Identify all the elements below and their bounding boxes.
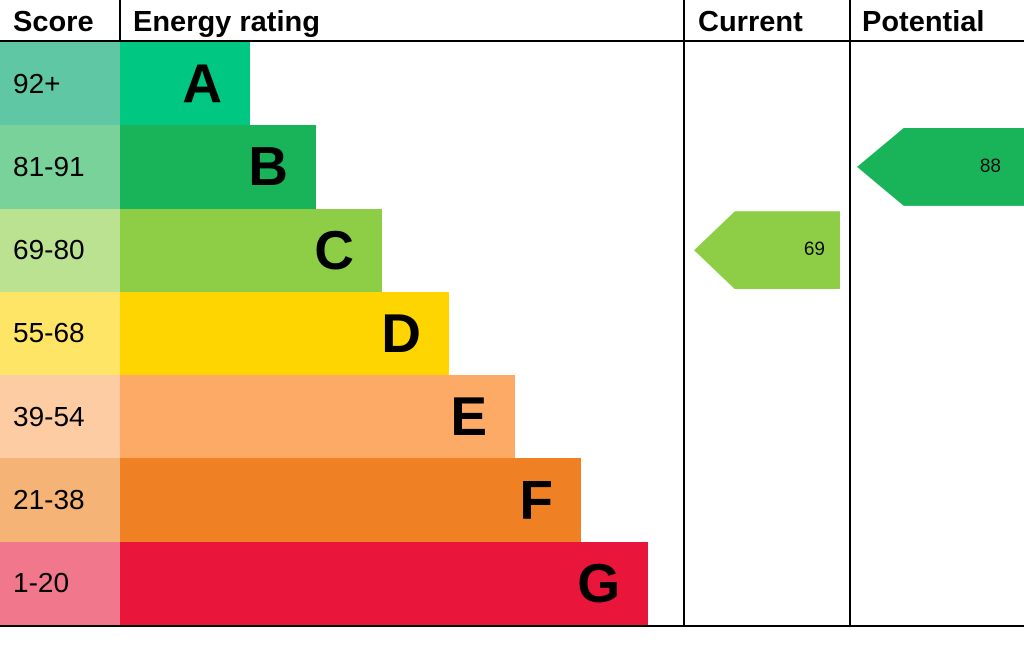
band-bar: E [120, 375, 515, 459]
band-bar: B [120, 125, 316, 209]
band-bar: D [120, 291, 449, 376]
band-letter: A [182, 52, 222, 115]
band-row: 55-68 D [0, 291, 683, 376]
current-column-divider [683, 0, 685, 627]
energy-band-rows: 92+ A 81-91 B 69-80 C 55-68 D 39-54 E 21… [0, 42, 683, 625]
potential-column-divider [849, 0, 851, 627]
current-column-header: Current [698, 6, 803, 38]
band-row: 39-54 E [0, 375, 683, 459]
potential-rating-value: 88 [979, 155, 1001, 177]
header-divider-line [0, 40, 1024, 42]
current-rating-arrow: 69 [694, 211, 840, 290]
band-letter: G [577, 551, 620, 614]
energy-rating-column-header: Energy rating [133, 6, 320, 38]
band-score-range: 92+ [0, 42, 120, 126]
potential-column-header: Potential [862, 6, 985, 38]
band-bar: F [120, 458, 581, 542]
band-score-range: 69-80 [0, 208, 120, 292]
band-letter: F [519, 468, 553, 531]
band-row: 21-38 F [0, 458, 683, 542]
band-row: 69-80 C [0, 208, 683, 292]
band-score-range: 39-54 [0, 375, 120, 459]
score-column-header: Score [13, 6, 94, 38]
band-score-range: 21-38 [0, 458, 120, 542]
band-row: 81-91 B [0, 125, 683, 209]
band-letter: E [450, 385, 487, 448]
current-rating-value: 69 [803, 239, 825, 261]
band-score-range: 55-68 [0, 291, 120, 376]
chart-bottom-line [0, 625, 1024, 627]
band-bar: A [120, 42, 250, 126]
band-letter: C [314, 218, 354, 281]
band-row: 92+ A [0, 42, 683, 126]
band-row: 1-20 G [0, 541, 683, 625]
band-bar: G [120, 541, 648, 625]
band-score-range: 1-20 [0, 541, 120, 625]
potential-rating-arrow: 88 [857, 127, 1024, 206]
score-column-divider [119, 0, 121, 40]
band-letter: D [381, 301, 421, 364]
band-letter: B [248, 135, 288, 198]
band-score-range: 81-91 [0, 125, 120, 209]
band-bar: C [120, 208, 382, 292]
